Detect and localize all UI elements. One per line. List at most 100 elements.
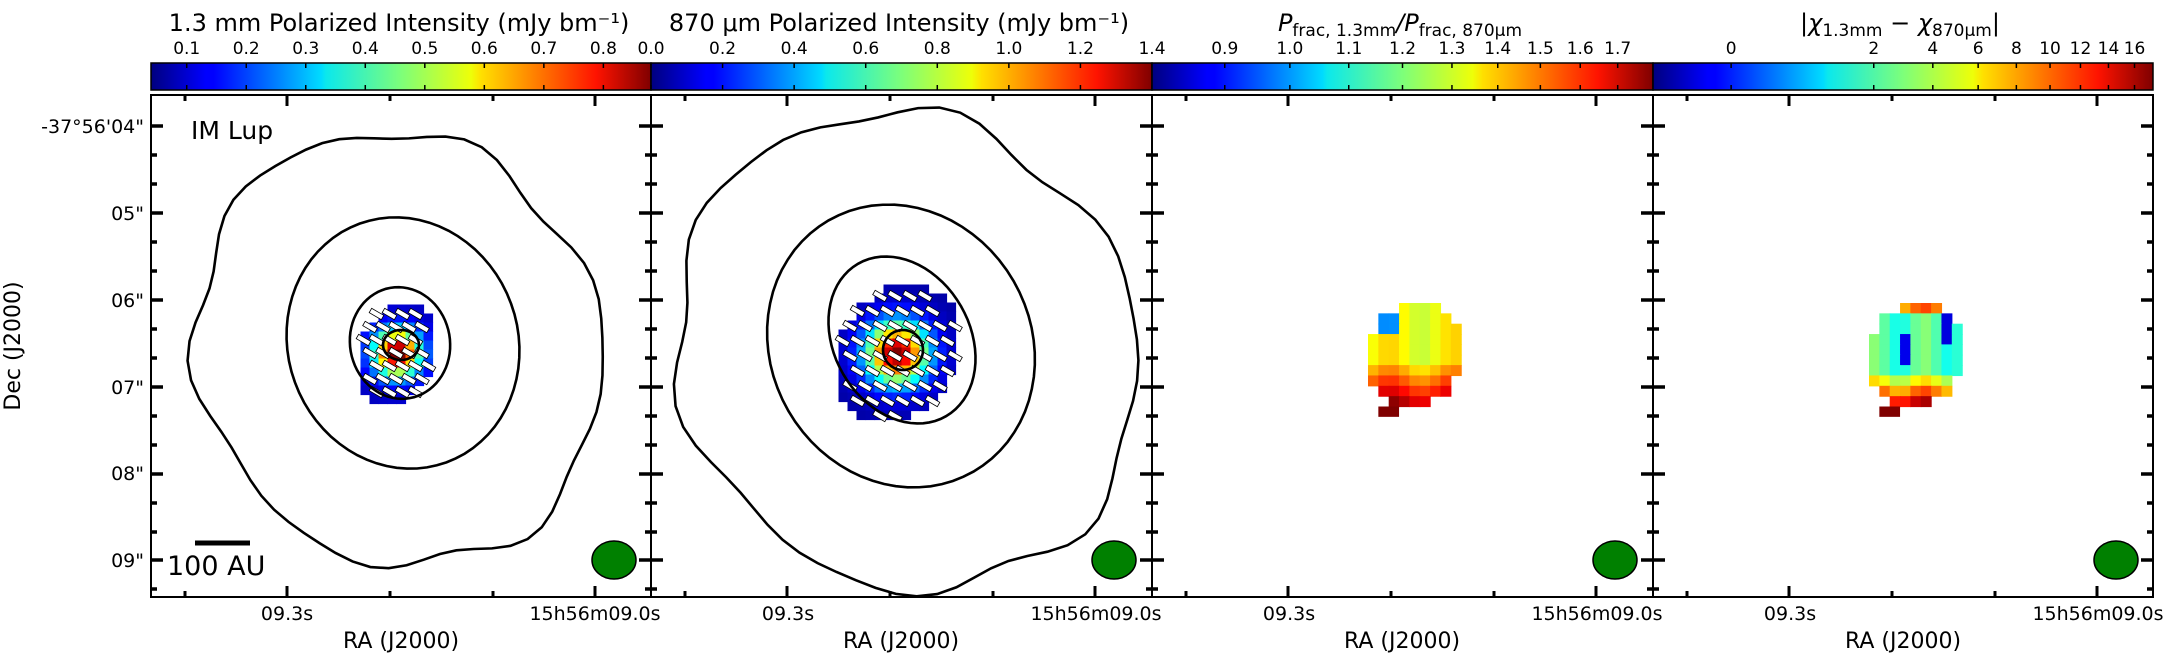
beam-ellipse [2093,540,2139,580]
map-pixel [1910,303,1922,314]
colorbar-tick-label: 1.7 [1604,39,1631,59]
colorbar-tick-label: 1.0 [995,39,1022,59]
colorbar-tick-label: 1.1 [1335,39,1362,59]
x-axis-label-1: RA (J2000) [343,629,459,654]
map-pixel [901,356,912,367]
colorbar-tick-label: 6 [1973,39,1984,59]
x-tick-label: 09.3s [261,603,313,625]
map-pixel [838,347,849,358]
colorbar-tick-label: 0.1 [173,39,200,59]
map-pixel [360,331,371,342]
map-pixel [396,313,407,324]
panel-1-content [186,135,605,570]
x-axis-label-4: RA (J2000) [1845,629,1961,654]
polarization-vector [401,372,417,386]
colorbar-tick-label: 0.2 [233,39,260,59]
map-pixel [919,302,930,313]
map-pixel [1419,365,1431,377]
polarization-vector [894,304,911,318]
map-pixel [1399,344,1410,356]
map-pixel [1368,344,1379,356]
map-pixel [1388,344,1400,356]
map-pixel [1869,375,1880,387]
map-pixel [1419,323,1431,335]
map-pixel [1869,354,1880,366]
map-pixel [838,392,849,403]
map-pixel [874,329,885,340]
map-pixel [1388,375,1400,387]
map-pixel [838,383,849,394]
map-pixel [405,340,416,351]
map-pixel [892,338,903,349]
map-pixel [874,392,885,403]
map-pixel [1900,334,1911,345]
polarization-vector [879,394,896,408]
colorbar-tick-label: 0.6 [852,39,879,59]
polarization-vector [872,289,888,303]
map-pixel [1931,313,1943,325]
map-pixel [1941,385,1953,397]
x-tick-label: 15h56m09.0s [2032,603,2163,625]
map-pixel [1889,313,1901,325]
map-pixel [1399,313,1410,325]
map-pixel [919,356,930,367]
polarization-vector [414,372,430,386]
map-pixel [1399,354,1410,366]
polarization-vector [887,289,903,303]
map-pixel [1440,365,1452,377]
intensity-contour [348,285,452,401]
colorbar-tick-label: 0.5 [411,39,438,59]
map-pixel [1910,365,1922,377]
colorbar-tick-label: 2 [1868,39,1879,59]
scale-bar-label: 100 AU [167,551,265,582]
map-pixel [1910,313,1922,325]
map-pixel [946,311,957,322]
map-pixel [1450,365,1462,377]
polarization-vector [842,319,858,333]
x-tick-label: 09.3s [762,603,814,625]
map-pixel [1900,354,1911,366]
map-pixel [856,410,867,421]
map-pixel [1910,396,1922,408]
map-pixel [928,347,939,358]
map-pixel [892,356,903,367]
colorbar-tick-label: 1.4 [1484,39,1511,59]
map-pixel [1951,365,1963,377]
x-axis-label-2: RA (J2000) [843,629,959,654]
polarization-vector [368,359,385,373]
polarization-vector [842,349,858,363]
map-pixel [1951,344,1963,356]
map-pixel [387,349,398,360]
map-pixel [1378,385,1390,397]
map-pixel [1388,354,1400,366]
polarization-vector [407,359,424,373]
map-pixel [847,374,858,385]
map-pixel [1388,313,1400,325]
colorbar-4 [1652,62,2154,91]
beam-ellipse [591,540,637,580]
colorbar-title-3-sub1: frac, 1.3mm [1292,21,1396,41]
polarization-vector [932,319,948,333]
colorbar-title-3-p1: P [1278,9,1293,37]
map-pixel [1869,334,1880,345]
map-pixel [396,340,407,351]
map-pixel [387,358,398,369]
map-pixel [414,304,425,315]
map-pixel [1399,334,1410,345]
map-pixel [1430,334,1442,345]
polarization-vector [849,334,866,348]
map-pixel [1378,344,1390,356]
polarization-vector [924,394,941,408]
map-pixel [1450,344,1462,356]
map-pixel [874,311,885,322]
map-pixel [1889,344,1901,356]
x-tick-labels: 09.3s 15h56m09.0s 09.3s 15h56m09.0s 09.3… [261,603,2164,625]
polarization-vector [407,307,424,321]
map-pixel [883,329,894,340]
map-pixel [874,365,885,376]
map-pixel [1378,406,1400,417]
map-pixel [387,367,398,378]
map-pixel [1920,344,1932,356]
map-pixel [1450,334,1462,345]
x-tick-label: 09.3s [1263,603,1315,625]
